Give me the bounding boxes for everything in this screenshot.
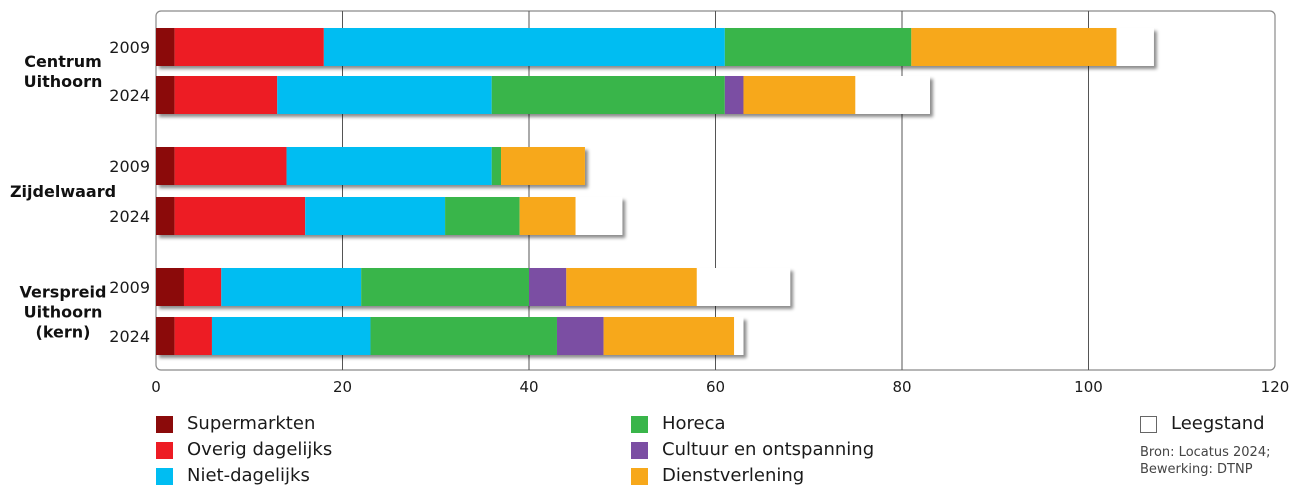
legend-swatch (631, 441, 648, 459)
legend-swatch (156, 467, 173, 485)
x-tick-label: 60 (706, 378, 725, 396)
year-label: 2024 (109, 86, 150, 105)
year-label: 2009 (109, 278, 150, 297)
legend-label: Niet-dagelijks (187, 465, 310, 486)
bar-segment (221, 268, 362, 306)
source-line-2: Bewerking: DTNP (1140, 462, 1253, 477)
bar-segment (156, 147, 175, 185)
bar-segment (277, 76, 492, 114)
legend-label: Supermarkten (187, 413, 316, 434)
bar-segment (286, 147, 492, 185)
legend-label: Overig dagelijks (187, 439, 333, 460)
bar-segment (491, 147, 502, 185)
group-label: Verspreid Uithoorn (kern) (20, 283, 107, 342)
legend-item-overig-dagelijks: Overig dagelijks (156, 437, 332, 463)
legend-item-niet-dagelijks: Niet-dagelijks (156, 463, 332, 489)
bar-segment (855, 76, 930, 114)
bar-segment (370, 317, 557, 355)
source-line-1: Bron: Locatus 2024; (1140, 445, 1271, 460)
year-label: 2024 (109, 327, 150, 346)
bar-segment (519, 197, 576, 235)
bar-segment (696, 268, 791, 306)
year-label: 2009 (109, 38, 150, 57)
group-label: Centrum Uithoorn (24, 52, 103, 91)
bar-segment (1116, 28, 1154, 66)
bar-segment (323, 28, 725, 66)
source-note: Bron: Locatus 2024; Bewerking: DTNP (1140, 444, 1270, 478)
legend-label: Leegstand (1171, 413, 1265, 434)
bar-segment (156, 76, 175, 114)
x-tick-label: 40 (519, 378, 538, 396)
legend-swatch (1140, 415, 1157, 433)
bar-segment (529, 268, 567, 306)
bar-segment (724, 28, 912, 66)
legend-column-3: Leegstand (1140, 411, 1265, 437)
bar-segment (501, 147, 585, 185)
legend-label: Cultuur en ontspanning (662, 439, 875, 460)
bar-segment (911, 28, 1117, 66)
legend-column-2: Horeca Cultuur en ontspanning Dienstverl… (631, 411, 874, 489)
legend-column-1: Supermarkten Overig dagelijks Niet-dagel… (156, 411, 332, 489)
bar-segment (445, 197, 520, 235)
bar-segment (156, 28, 175, 66)
x-tick-label: 80 (892, 378, 911, 396)
bar-segment (156, 197, 175, 235)
legend-item-leegstand: Leegstand (1140, 411, 1265, 437)
bar-segment (174, 147, 287, 185)
legend-item-cultuur-en-ontspanning: Cultuur en ontspanning (631, 437, 874, 463)
x-tick-label: 120 (1261, 378, 1290, 396)
legend-swatch (156, 415, 173, 433)
group-label: Zijdelwaard (10, 182, 116, 201)
bar-segment (743, 76, 856, 114)
bar-segment (156, 268, 184, 306)
bar-segment (174, 76, 278, 114)
x-tick-label: 100 (1074, 378, 1103, 396)
legend-label: Horeca (662, 413, 726, 434)
x-tick-label: 0 (151, 378, 161, 396)
x-tick-label: 20 (333, 378, 352, 396)
bar-segment (174, 28, 324, 66)
legend-swatch (631, 415, 648, 433)
bar-segment (575, 197, 623, 235)
year-label: 2009 (109, 157, 150, 176)
legend-swatch (631, 467, 648, 485)
year-label: 2024 (109, 207, 150, 226)
bar-segment (183, 268, 222, 306)
bar-segment (305, 197, 446, 235)
stacked-bar-chart: 0 20 40 60 80 100 120 2009 2024 Centrum Uithoorn 20… (10, 10, 1290, 396)
legend-swatch (156, 441, 173, 459)
legend-label: Dienstverlening (662, 465, 805, 486)
bar-segment (174, 317, 212, 355)
bar-segment (491, 76, 725, 114)
bar-segment (556, 317, 604, 355)
bar-segment (174, 197, 306, 235)
legend-item-supermarkten: Supermarkten (156, 411, 332, 437)
bar-segment (734, 317, 744, 355)
bar-segment (724, 76, 744, 114)
legend-item-dienstverlening: Dienstverlening (631, 463, 874, 489)
legend-item-horeca: Horeca (631, 411, 874, 437)
bar-segment (361, 268, 529, 306)
bar-segment (156, 317, 175, 355)
bar-segment (603, 317, 735, 355)
bar-segment (211, 317, 371, 355)
bar-segment (566, 268, 697, 306)
